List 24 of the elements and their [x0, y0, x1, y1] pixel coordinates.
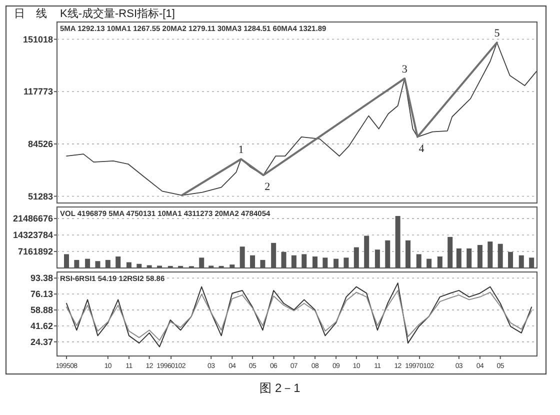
chart-title: 日 线 — [14, 7, 47, 20]
caption: 图 2－1 — [260, 381, 301, 395]
annotation: 3 — [402, 64, 408, 76]
annotation: 4 — [418, 142, 425, 155]
y-tick-label: 7161892 — [18, 246, 53, 257]
y-tick-label: 14323784 — [12, 230, 53, 240]
annotation: 1 — [238, 144, 244, 156]
chart-subtitle: K线-成交量-RSI指标-[1] — [60, 7, 175, 20]
y-tick-label: 41.62 — [30, 320, 53, 331]
annotation: 5 — [494, 28, 500, 40]
y-tick-label: 76.13 — [30, 289, 53, 300]
y-tick-label: 117773 — [23, 86, 53, 97]
line-series — [66, 282, 532, 348]
y-tick-label: 151018 — [22, 34, 53, 44]
y-tick-label: 51283 — [28, 191, 53, 202]
y-tick-label: 93.38 — [30, 273, 53, 284]
y-tick-label: 24.37 — [30, 336, 53, 347]
y-tick-label: 21486676 — [12, 214, 53, 224]
y-tick-label: 58.88 — [30, 304, 53, 315]
annotation: 2 — [264, 181, 270, 194]
line-series — [66, 42, 537, 196]
line-series — [66, 290, 532, 341]
line-series — [180, 42, 498, 196]
y-tick-label: 84526 — [28, 138, 53, 149]
